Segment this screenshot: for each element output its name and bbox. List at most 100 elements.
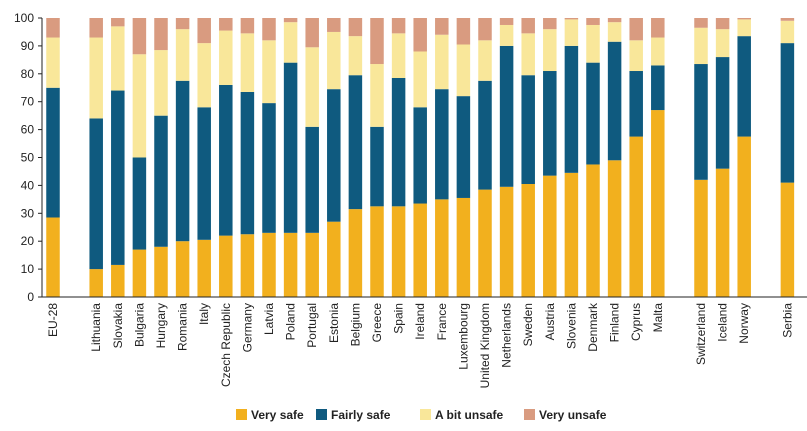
- bar-france-very-unsafe: [435, 18, 449, 35]
- bar-lithuania-very-unsafe: [89, 18, 103, 38]
- bar-ireland-very-unsafe: [413, 18, 427, 52]
- bar-sweden-fairly-safe: [521, 75, 535, 184]
- bar-france-fairly-safe: [435, 89, 449, 200]
- bar-lithuania-fairly-safe: [89, 118, 103, 270]
- bar-bulgaria-fairly-safe: [132, 157, 147, 250]
- bar-estonia-very-unsafe: [327, 18, 341, 32]
- bar-bulgaria-a-bit-unsafe: [132, 54, 147, 158]
- bar-malta-fairly-safe: [651, 65, 665, 111]
- bar-austria-fairly-safe: [543, 71, 557, 176]
- bar-latvia-very-unsafe: [262, 18, 276, 41]
- x-tick-label: Sweden: [521, 303, 535, 346]
- x-tick-label: Lithuania: [89, 303, 103, 352]
- bar-austria-a-bit-unsafe: [543, 29, 557, 72]
- bar-italy-very-unsafe: [197, 18, 211, 44]
- legend-swatch-a-bit-unsafe: [420, 409, 431, 420]
- bar-greece-a-bit-unsafe: [370, 64, 384, 127]
- bar-estonia-very-safe: [327, 221, 341, 297]
- x-tick-label: Netherlands: [500, 303, 514, 368]
- bar-germany-very-unsafe: [240, 18, 255, 34]
- bar-poland-very-safe: [283, 232, 298, 297]
- x-tick-label: Portugal: [305, 303, 319, 348]
- legend-label-very-safe: Very safe: [251, 408, 304, 422]
- bar-portugal-very-safe: [305, 232, 319, 297]
- bar-spain-very-unsafe: [391, 18, 406, 34]
- x-tick-label: Bulgaria: [132, 303, 146, 347]
- bar-slovenia-fairly-safe: [564, 45, 579, 173]
- y-tick-label: 10: [21, 262, 35, 276]
- bar-cyprus-a-bit-unsafe: [629, 40, 643, 72]
- bar-denmark-a-bit-unsafe: [586, 24, 600, 63]
- bar-austria-very-safe: [543, 175, 557, 297]
- x-tick-label: France: [435, 303, 449, 341]
- bar-denmark-very-unsafe: [586, 18, 600, 25]
- bar-czech-republic-very-unsafe: [219, 18, 233, 31]
- y-tick-label: 90: [21, 39, 35, 53]
- bar-greece-very-safe: [370, 206, 384, 297]
- bar-latvia-fairly-safe: [262, 103, 276, 233]
- x-tick-label: Czech Republic: [219, 303, 233, 387]
- bar-lithuania-very-safe: [89, 269, 103, 297]
- bar-romania-very-safe: [175, 241, 190, 297]
- x-tick-label: Spain: [392, 303, 406, 334]
- bar-luxembourg-fairly-safe: [456, 96, 471, 198]
- x-tick-label: Italy: [197, 303, 211, 325]
- y-tick-label: 20: [21, 234, 35, 248]
- bar-belgium-a-bit-unsafe: [348, 36, 363, 76]
- bar-united-kingdom-very-safe: [478, 189, 492, 297]
- bar-lithuania-a-bit-unsafe: [89, 37, 103, 119]
- legend-swatch-very-unsafe: [524, 409, 535, 420]
- x-tick-label: EU-28: [46, 303, 60, 337]
- x-tick-label: United Kingdom: [478, 303, 492, 388]
- bar-netherlands-very-unsafe: [499, 18, 514, 25]
- legend-label-fairly-safe: Fairly safe: [331, 408, 391, 422]
- legend-swatch-fairly-safe: [316, 409, 327, 420]
- legend-label-a-bit-unsafe: A bit unsafe: [435, 408, 504, 422]
- bar-norway-very-safe: [737, 136, 751, 297]
- bar-spain-very-safe: [391, 206, 406, 297]
- bar-poland-a-bit-unsafe: [283, 22, 298, 63]
- bar-slovenia-very-unsafe: [564, 18, 579, 20]
- bar-cyprus-very-safe: [629, 136, 643, 297]
- bar-iceland-a-bit-unsafe: [715, 29, 730, 58]
- bar-czech-republic-a-bit-unsafe: [219, 30, 233, 85]
- bar-finland-fairly-safe: [607, 41, 622, 161]
- bar-ireland-fairly-safe: [413, 107, 427, 204]
- bar-ireland-a-bit-unsafe: [413, 51, 427, 108]
- bar-finland-very-unsafe: [607, 18, 622, 23]
- y-tick-label: 60: [21, 123, 35, 137]
- bar-estonia-fairly-safe: [327, 89, 341, 222]
- x-tick-label: Ireland: [413, 303, 427, 340]
- bar-portugal-very-unsafe: [305, 18, 319, 48]
- bar-germany-very-safe: [240, 234, 255, 297]
- bar-slovenia-a-bit-unsafe: [564, 19, 579, 46]
- bar-italy-very-safe: [197, 239, 211, 297]
- bar-eu-28-very-safe: [46, 217, 60, 297]
- bar-spain-fairly-safe: [391, 77, 406, 207]
- bar-luxembourg-a-bit-unsafe: [456, 44, 471, 97]
- bar-denmark-very-safe: [586, 164, 600, 297]
- bar-sweden-a-bit-unsafe: [521, 33, 535, 76]
- bar-portugal-a-bit-unsafe: [305, 47, 319, 127]
- bar-netherlands-a-bit-unsafe: [499, 24, 514, 46]
- bar-slovenia-very-safe: [564, 172, 579, 297]
- x-tick-label: Cyprus: [629, 303, 643, 341]
- bar-latvia-a-bit-unsafe: [262, 40, 276, 104]
- bar-norway-a-bit-unsafe: [737, 19, 751, 37]
- x-tick-label: Luxembourg: [456, 303, 470, 370]
- bar-hungary-very-unsafe: [154, 18, 168, 51]
- bar-finland-a-bit-unsafe: [607, 22, 622, 42]
- bar-austria-very-unsafe: [543, 18, 557, 30]
- x-tick-label: Hungary: [154, 303, 168, 348]
- bar-italy-a-bit-unsafe: [197, 43, 211, 108]
- bar-serbia-very-safe: [780, 182, 795, 297]
- legend-swatch-very-safe: [236, 409, 247, 420]
- bar-estonia-a-bit-unsafe: [327, 31, 341, 90]
- bar-greece-fairly-safe: [370, 126, 384, 207]
- y-tick-label: 70: [21, 95, 35, 109]
- y-tick-label: 50: [21, 151, 35, 165]
- bar-hungary-a-bit-unsafe: [154, 50, 168, 116]
- bar-hungary-very-safe: [154, 246, 168, 297]
